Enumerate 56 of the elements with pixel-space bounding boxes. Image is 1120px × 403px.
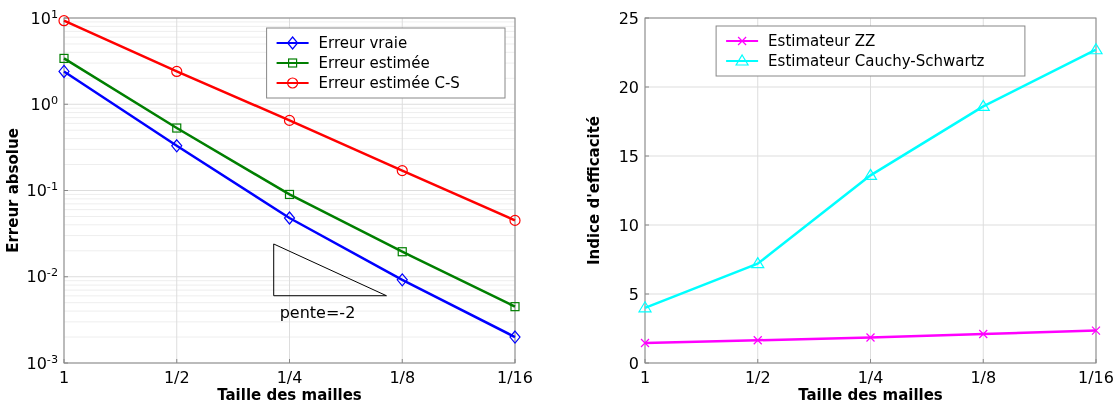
point <box>509 214 521 227</box>
point <box>172 123 182 133</box>
annotation: pente=-2 <box>279 302 356 322</box>
legend-label: Estimateur Cauchy-Schwartz <box>768 52 985 71</box>
y-tick-label: 25 <box>618 8 639 28</box>
point <box>396 165 408 177</box>
point <box>978 329 988 339</box>
point <box>1089 43 1103 55</box>
x-tick-label: 1/4 <box>857 368 884 387</box>
point <box>640 338 650 348</box>
point <box>59 53 69 64</box>
y-tick-label: 10$^{-2}$ <box>26 265 58 287</box>
point <box>753 335 763 345</box>
legend-label: Erreur estimée <box>318 54 430 73</box>
y-tick-label: 20 <box>618 77 639 97</box>
point <box>283 211 296 225</box>
x-tick-label: 1/4 <box>276 368 303 387</box>
x-tick-label: 1/16 <box>497 368 533 387</box>
y-axis-title: Indice d'efficacité <box>585 115 603 266</box>
legend-label: Erreur vraie <box>318 34 408 53</box>
point <box>284 189 295 200</box>
x-tick-label: 1 <box>58 368 70 387</box>
y-tick-label: 10 <box>618 215 639 235</box>
y-tick-label: 0 <box>628 353 639 373</box>
x-tick-label: 1/16 <box>1078 368 1114 387</box>
point <box>976 99 990 111</box>
y-tick-label: 5 <box>628 284 639 304</box>
point <box>863 168 878 180</box>
point <box>58 15 70 27</box>
y-axis-title: Erreur absolue <box>4 128 22 253</box>
point <box>283 114 296 126</box>
point <box>171 65 183 78</box>
y-tick-label: 10$^{-3}$ <box>26 352 58 373</box>
y-tick-label: 10$^{-1}$ <box>26 179 58 201</box>
y-tick-label: 10$^{1}$ <box>30 7 58 28</box>
x-axis-title: Taille des mailles <box>798 386 943 403</box>
legend-label: Estimateur ZZ <box>768 32 876 51</box>
point <box>397 247 407 257</box>
x-tick-label: 1/2 <box>163 368 190 387</box>
point <box>751 257 765 269</box>
legend-label: Erreur estimée C-S <box>318 74 460 93</box>
point <box>509 330 521 344</box>
y-tick-label: 15 <box>618 146 639 166</box>
y-tick-label: 10$^{0}$ <box>30 93 58 114</box>
point <box>510 302 520 312</box>
point <box>1091 325 1101 336</box>
x-axis-title: Taille des mailles <box>217 386 362 403</box>
point <box>396 273 408 287</box>
point <box>638 301 652 313</box>
x-tick-label: 1/8 <box>970 368 997 387</box>
point <box>171 139 183 153</box>
x-tick-label: 1/2 <box>744 368 771 387</box>
point <box>58 64 70 79</box>
x-tick-label: 1/8 <box>389 368 416 387</box>
x-tick-label: 1 <box>639 368 651 387</box>
point <box>865 332 876 343</box>
